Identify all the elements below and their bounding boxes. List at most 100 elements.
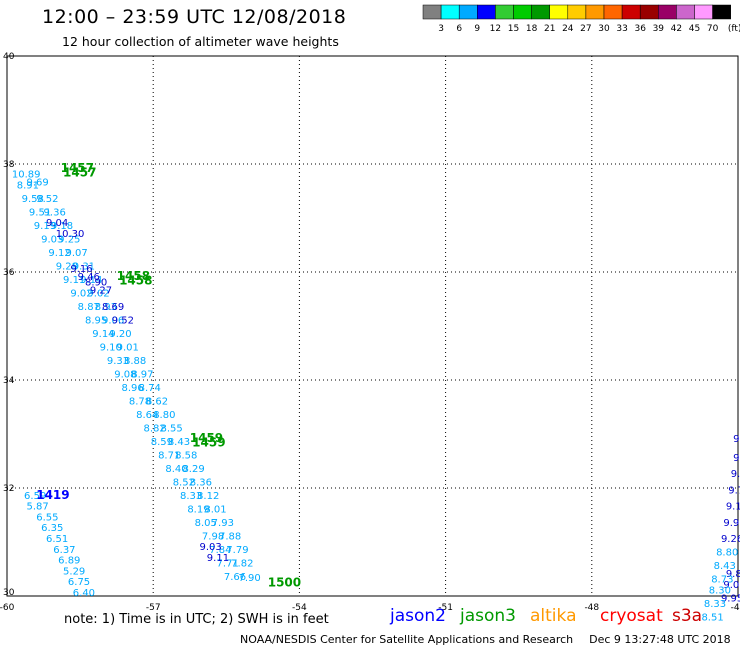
wave-height-label: 9.01	[117, 342, 139, 353]
scale-swatch	[585, 4, 605, 20]
wave-height-label: 8.51	[701, 612, 723, 623]
wave-height-label: 9.02	[731, 469, 740, 480]
scale-tick-label: 12	[490, 24, 501, 34]
satellite-jason3: jason3	[460, 606, 516, 626]
wave-height-label: 9.56	[733, 453, 740, 464]
wave-height-label: 9.16	[70, 264, 92, 275]
wave-height-label: 8.73	[711, 575, 733, 586]
track-track-d: 6.595.876.556.356.516.376.895.296.756.40	[24, 491, 95, 599]
wave-height-label: 9.10	[100, 342, 122, 353]
x-tick-label: -57	[146, 603, 161, 613]
track-track-f: 8.80 8.43 8.738.30 8.33 8.51	[701, 548, 738, 624]
wave-height-label: 8.33	[180, 491, 202, 502]
wave-height-label: 7.79	[226, 545, 248, 556]
scale-swatch	[440, 4, 460, 20]
wave-height-label: 9.25	[58, 234, 80, 245]
wave-height-label: 7.98	[202, 531, 224, 542]
wave-height-label: 8.80	[716, 548, 738, 559]
wave-height-label: 7.88	[219, 531, 241, 542]
scale-tick-label: 45	[689, 24, 700, 34]
wave-height-label: 8.90	[85, 278, 107, 289]
track-track-e: 9.03 9.56 9.02 9.79 9.10 9.92 9.26 9.879.07 9.95	[721, 434, 740, 604]
y-tick-label: 34	[3, 376, 15, 386]
time-label: 1500	[268, 575, 301, 589]
wave-height-label: 7.84	[209, 545, 231, 556]
wave-height-label: 7.71	[217, 558, 239, 569]
wave-height-label: 9.69	[26, 178, 48, 189]
scale-tick-label: 18	[526, 24, 538, 34]
scale-swatch	[712, 4, 731, 20]
y-tick-label: 36	[3, 268, 15, 278]
wave-height-label: 9.14	[92, 329, 114, 340]
wave-height-label: 9.51	[29, 207, 51, 218]
wave-height-label: 8.80	[153, 410, 175, 421]
wave-height-label: 7.82	[231, 558, 253, 569]
wave-height-label: 8.62	[146, 396, 168, 407]
scale-swatch	[513, 4, 532, 20]
footnote: note: 1) Time is in UTC; 2) SWH is in fe…	[64, 612, 329, 627]
wave-height-label: 10.30	[56, 229, 85, 240]
satellite-altika: altika	[530, 606, 577, 626]
wave-height-label: 6.55	[36, 512, 58, 523]
wave-height-label: 7.90	[238, 573, 260, 584]
wave-height-label: 9.08	[114, 369, 136, 380]
wave-height-label: 8.55	[161, 423, 183, 434]
wave-height-label: 8.59	[151, 437, 173, 448]
generated-timestamp: Dec 9 13:27:48 UTC 2018	[589, 633, 731, 646]
wave-height-label: 9.79	[728, 485, 740, 496]
track-track-c: 9.0410.309.169.468.909.278.699.529.039.1…	[46, 218, 229, 564]
wave-height-label: 8.71	[158, 450, 180, 461]
wave-height-label: 9.52	[36, 194, 58, 205]
wave-height-label: 8.30	[709, 585, 731, 596]
scale-tick-label: 27	[580, 24, 591, 34]
wave-height-label: 8.69	[102, 302, 124, 313]
wave-height-label: 9.31	[73, 261, 95, 272]
wave-height-label: 9.03	[199, 542, 221, 553]
satellite-cryosat: cryosat	[600, 606, 663, 626]
wave-height-label: 8.97	[131, 369, 153, 380]
wave-height-label: 9.28	[56, 261, 78, 272]
wave-height-label: 6.51	[46, 534, 68, 545]
track-track-a: 10.898.919.589.519.199.039.129.289.119.0…	[12, 170, 246, 583]
wave-height-label: 8.12	[197, 491, 219, 502]
x-tick-label: -51	[438, 603, 453, 613]
scale-tick-label: 39	[653, 24, 665, 34]
satellite-jason2: jason2	[390, 606, 446, 626]
wave-height-label: 8.43	[168, 437, 190, 448]
scale-swatch	[621, 4, 641, 20]
x-tick-label: -54	[292, 603, 307, 613]
satellite-s3a: s3a	[672, 606, 703, 626]
scale-tick-label: 33	[616, 24, 627, 34]
wave-height-label: 9.46	[78, 272, 100, 283]
wave-height-label: 9.18	[51, 221, 73, 232]
wave-height-label: 9.10	[726, 502, 740, 513]
wave-height-label: 9.92	[723, 518, 740, 529]
wave-height-label: 10.89	[12, 170, 41, 181]
time-label: 1419	[36, 488, 69, 502]
wave-height-label: 9.11	[207, 553, 229, 564]
scale-swatch	[676, 4, 695, 20]
y-tick-label: 40	[3, 52, 15, 62]
y-tick-label: 38	[3, 160, 15, 170]
scale-tick-label: 3	[438, 24, 444, 34]
wave-height-label: 6.35	[41, 523, 63, 534]
wave-height-label: 9.95	[721, 593, 740, 604]
wave-height-label: 8.43	[714, 561, 736, 572]
wave-height-label: 6.89	[58, 556, 80, 567]
credit-line: NOAA/NESDIS Center for Satellite Applica…	[240, 633, 731, 646]
scale-swatch	[531, 4, 550, 20]
time-label: 1457	[61, 161, 94, 175]
scale-swatch	[603, 4, 623, 20]
wave-height-label: 9.20	[109, 329, 131, 340]
wave-height-label: 9.87	[726, 569, 740, 580]
scale-tick-label: 15	[508, 24, 519, 34]
wave-height-label: 9.04	[46, 218, 68, 229]
wave-height-label: 9.19	[34, 221, 56, 232]
wave-height-label: 8.33	[704, 599, 726, 610]
scale-swatch	[694, 4, 713, 20]
y-tick-label: 30	[3, 588, 15, 598]
scale-swatch	[567, 4, 587, 20]
wave-height-label: 8.64	[136, 410, 158, 421]
scale-unit: (ft)	[728, 24, 740, 34]
